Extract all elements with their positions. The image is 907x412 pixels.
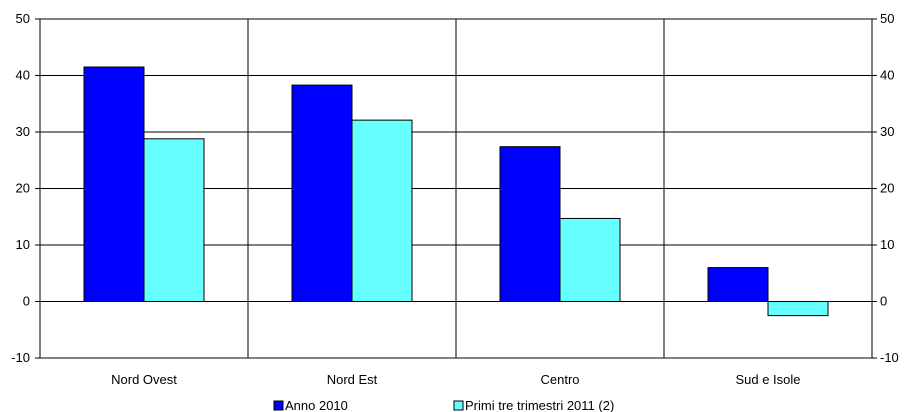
bar-primi-tre-trimestri-2011 [767, 301, 829, 317]
bar-anno-2010 [499, 146, 561, 302]
y-tick-label-right: 50 [880, 11, 894, 26]
x-tick-label: Sud e Isole [735, 372, 800, 387]
y-tick-label-left: -10 [11, 350, 30, 365]
legend-label: Anno 2010 [285, 398, 348, 412]
y-tick-label-left: 50 [16, 11, 30, 26]
bars [83, 66, 829, 317]
legend-label: Primi tre trimestri 2011 (2) [465, 398, 614, 412]
x-tick-label: Nord Ovest [111, 372, 177, 387]
y-tick-label-right: 0 [880, 294, 887, 309]
legend-swatch [453, 400, 464, 411]
y-axis-left: -10 0 10 20 30 40 50 [11, 11, 40, 365]
y-tick-label-right: 20 [880, 181, 894, 196]
bar-primi-tre-trimestri-2011 [559, 217, 621, 303]
x-axis: Nord Ovest Nord Est Centro Sud e Isole [111, 372, 800, 387]
y-tick-label-right: -10 [880, 350, 899, 365]
legend-swatch [273, 400, 284, 411]
y-tick-label-right: 40 [880, 68, 894, 83]
y-tick-label-left: 40 [16, 68, 30, 83]
bar-primi-tre-trimestri-2011 [351, 119, 413, 303]
y-tick-label-left: 30 [16, 124, 30, 139]
y-tick-label-left: 20 [16, 181, 30, 196]
bar-anno-2010 [83, 66, 145, 303]
x-tick-label: Centro [540, 372, 579, 387]
legend: Anno 2010 Primi tre trimestri 2011 (2) [273, 398, 614, 412]
y-tick-label-right: 30 [880, 124, 894, 139]
y-tick-label-right: 10 [880, 237, 894, 252]
x-tick-label: Nord Est [327, 372, 378, 387]
bar-anno-2010 [291, 84, 353, 303]
y-axis-right: -10 0 10 20 30 40 50 [872, 11, 899, 365]
y-tick-label-left: 10 [16, 237, 30, 252]
y-tick-label-left: 0 [23, 294, 30, 309]
bar-primi-tre-trimestri-2011 [143, 138, 205, 302]
bar-anno-2010 [707, 267, 769, 303]
